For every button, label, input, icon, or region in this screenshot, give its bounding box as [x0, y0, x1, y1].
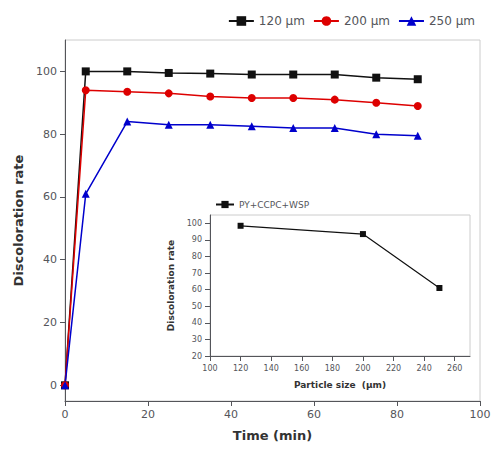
- svg-text:100: 100: [36, 65, 57, 78]
- svg-text:70: 70: [192, 269, 202, 278]
- svg-text:80: 80: [43, 128, 57, 141]
- svg-text:40: 40: [43, 253, 57, 266]
- svg-text:200 μm: 200 μm: [344, 14, 390, 28]
- svg-text:240: 240: [416, 364, 431, 373]
- svg-text:80: 80: [390, 408, 404, 421]
- svg-text:100: 100: [202, 364, 217, 373]
- svg-text:60: 60: [192, 285, 202, 294]
- svg-text:200: 200: [355, 364, 370, 373]
- svg-text:50: 50: [192, 302, 202, 311]
- svg-text:220: 220: [386, 364, 401, 373]
- svg-text:100: 100: [470, 408, 491, 421]
- svg-text:100: 100: [187, 219, 202, 228]
- svg-text:40: 40: [192, 318, 202, 327]
- svg-text:160: 160: [294, 364, 309, 373]
- svg-text:180: 180: [325, 364, 340, 373]
- svg-text:90: 90: [192, 235, 202, 244]
- svg-text:Particle size (μm): Particle size (μm): [294, 380, 386, 390]
- svg-text:60: 60: [307, 408, 321, 421]
- svg-text:Discoloration rate: Discoloration rate: [166, 240, 176, 331]
- svg-text:40: 40: [224, 408, 238, 421]
- svg-text:20: 20: [141, 408, 155, 421]
- svg-text:0: 0: [50, 379, 57, 392]
- svg-text:0: 0: [62, 408, 69, 421]
- svg-text:60: 60: [43, 190, 57, 203]
- svg-text:250 μm: 250 μm: [429, 14, 475, 28]
- svg-text:Time (min): Time (min): [233, 428, 312, 443]
- svg-text:20: 20: [43, 316, 57, 329]
- svg-text:260: 260: [447, 364, 462, 373]
- svg-text:120: 120: [233, 364, 248, 373]
- svg-text:120 μm: 120 μm: [259, 14, 305, 28]
- svg-text:PY+CCPC+WSP: PY+CCPC+WSP: [239, 200, 310, 210]
- svg-text:Discoloration rate: Discoloration rate: [11, 154, 26, 286]
- svg-text:140: 140: [264, 364, 279, 373]
- svg-text:20: 20: [192, 352, 202, 361]
- svg-text:30: 30: [192, 335, 202, 344]
- svg-text:80: 80: [192, 252, 202, 261]
